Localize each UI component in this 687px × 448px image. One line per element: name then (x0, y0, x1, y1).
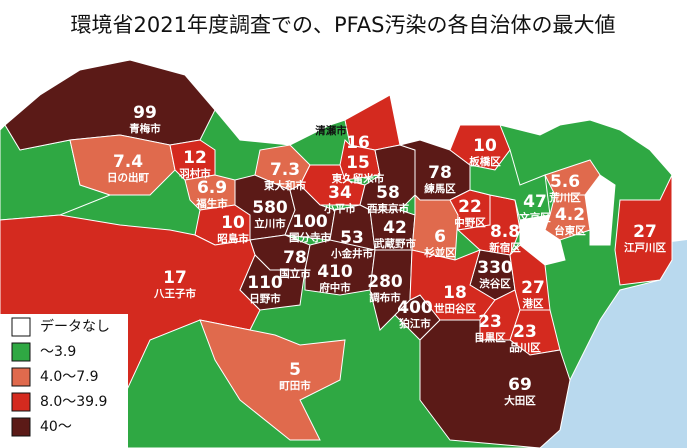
region-name: 中野区 (454, 216, 486, 229)
region (544, 194, 591, 241)
region-name: 昭島市 (217, 232, 249, 245)
region-value: 58 (376, 183, 400, 203)
legend-label: 40〜 (40, 419, 72, 435)
region-value: 110 (247, 273, 283, 293)
region-value: 99 (133, 103, 157, 123)
region-name: 文京区 (518, 211, 551, 224)
region-name: 新宿区 (489, 241, 521, 254)
region-name: 杉並区 (424, 246, 456, 259)
legend-swatch (11, 392, 31, 412)
region (239, 254, 306, 311)
region-value: 5 (289, 360, 301, 380)
region-name: 町田市 (279, 379, 311, 392)
legend-label: 8.0〜39.9 (40, 394, 107, 410)
region-name: 渋谷区 (479, 277, 511, 290)
region (614, 174, 673, 286)
region-value: 53 (340, 228, 364, 248)
legend-label: データなし (40, 318, 110, 335)
labels: 99青梅市7.4日の出町12羽村市6.9福生市10昭島市580立川市7.3東大和… (107, 103, 666, 407)
region-value: 78 (283, 248, 307, 268)
region-value: 17 (163, 268, 187, 288)
region (304, 239, 376, 296)
region-name: 八王子市 (153, 287, 196, 300)
region-name: 府中市 (319, 281, 351, 294)
region-name: 狛江市 (398, 317, 431, 330)
region-value: 23 (478, 312, 502, 332)
region-name: 西東京市 (367, 202, 409, 215)
region-value: 69 (508, 375, 532, 395)
region-value: 6 (434, 227, 446, 247)
region (199, 319, 346, 441)
region-value: 5.6 (550, 172, 580, 192)
legend-swatch (11, 317, 31, 337)
region (411, 193, 459, 261)
region-name: 板橋区 (469, 155, 501, 168)
regions (0, 59, 673, 448)
region (69, 134, 176, 196)
region-value: 6.9 (197, 178, 227, 198)
region-name: 小金井市 (330, 247, 373, 260)
region-name: 小平市 (323, 202, 356, 215)
region-name: 大田区 (504, 394, 536, 407)
region-name: 江戸川区 (624, 241, 666, 254)
region-value: 280 (367, 272, 403, 292)
legend-label: 4.0〜7.9 (40, 369, 99, 385)
region-value: 34 (328, 183, 352, 203)
region-value: 15 (346, 153, 370, 173)
legend-swatch (11, 342, 31, 362)
region-value: 10 (221, 213, 245, 233)
region-value: 7.3 (270, 160, 300, 180)
region-value: 4.2 (555, 205, 585, 225)
region-name: 調布市 (369, 291, 401, 304)
region-name: 国立市 (279, 267, 311, 280)
region-name: 品川区 (509, 342, 541, 354)
region-value: 78 (428, 163, 452, 183)
region-value: 100 (292, 212, 328, 232)
legend-label: 〜3.9 (40, 344, 76, 360)
region-name: 羽村市 (179, 167, 211, 180)
region-value: 580 (252, 198, 288, 218)
region-value: 330 (477, 258, 513, 278)
region-name: 立川市 (254, 217, 286, 230)
region-value: 410 (317, 262, 353, 282)
region-value: 27 (521, 278, 545, 298)
region-value: 7.4 (113, 152, 143, 172)
region-value: 23 (513, 322, 537, 342)
region-name: 練馬区 (424, 182, 456, 195)
region-name: 武蔵野市 (374, 237, 416, 250)
title: 環境省2021年度調査での、PFAS汚染の各自治体の最大値 (71, 13, 616, 37)
region-name: 日の出町 (107, 171, 149, 184)
region-value: 47 (523, 192, 547, 212)
region-value: 18 (443, 283, 467, 303)
region-name: 青梅市 (129, 122, 161, 135)
region-name: 世田谷区 (434, 302, 476, 315)
region-value: 12 (183, 148, 207, 168)
region-name: 東久留米市 (332, 172, 385, 185)
region-name: 清瀬市 (315, 124, 347, 137)
region (469, 148, 551, 221)
region-name: 国分寺市 (289, 231, 331, 244)
region-name: 港区 (523, 297, 544, 310)
region-value: 22 (458, 197, 482, 217)
region-value: 400 (397, 298, 433, 318)
region-name: 日野市 (249, 292, 281, 305)
legend: データなし〜3.9 4.0〜7.9 8.0〜39.9 40〜 (11, 317, 110, 437)
region-name: 福生市 (195, 197, 228, 210)
region-value: 16 (346, 133, 370, 153)
region-name: 目黒区 (474, 332, 506, 344)
legend-swatch (11, 367, 31, 387)
region-name: 台東区 (554, 224, 586, 237)
region-name: 東大和市 (264, 179, 306, 192)
region-value: 8.8 (490, 222, 520, 242)
legend-swatch (11, 417, 31, 437)
region-value: 10 (473, 136, 497, 156)
region-name: 荒川区 (548, 191, 581, 204)
region-value: 42 (383, 218, 407, 238)
region-value: 27 (633, 222, 657, 242)
region (419, 319, 571, 448)
